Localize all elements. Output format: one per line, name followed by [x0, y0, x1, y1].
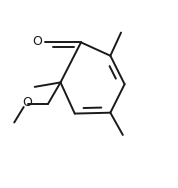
Text: O: O	[23, 96, 33, 109]
Text: O: O	[32, 35, 42, 48]
